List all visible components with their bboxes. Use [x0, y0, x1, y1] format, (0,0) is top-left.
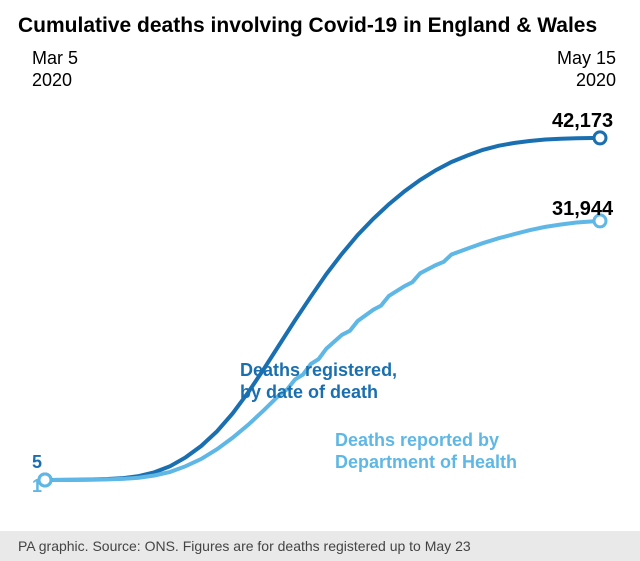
chart-svg	[0, 0, 640, 561]
series-registered-end-marker	[594, 132, 606, 144]
series-registered-end-value: 42,173	[552, 110, 613, 133]
series-reported-label-line2: Department of Health	[335, 452, 517, 472]
chart-footer: PA graphic. Source: ONS. Figures are for…	[0, 531, 640, 561]
series-reported-end-value: 31,944	[552, 198, 613, 221]
series-registered-label-line1: Deaths registered,	[240, 360, 397, 380]
series-reported-label-line1: Deaths reported by	[335, 430, 499, 450]
series-reported-start-value: 1	[32, 476, 42, 497]
series-reported-label: Deaths reported by Department of Health	[335, 430, 517, 473]
chart-container: Cumulative deaths involving Covid-19 in …	[0, 0, 640, 561]
series-registered-line	[45, 138, 600, 480]
series-registered-label-line2: by date of death	[240, 382, 378, 402]
series-registered-label: Deaths registered, by date of death	[240, 360, 397, 403]
series-registered-start-value: 5	[32, 452, 42, 473]
